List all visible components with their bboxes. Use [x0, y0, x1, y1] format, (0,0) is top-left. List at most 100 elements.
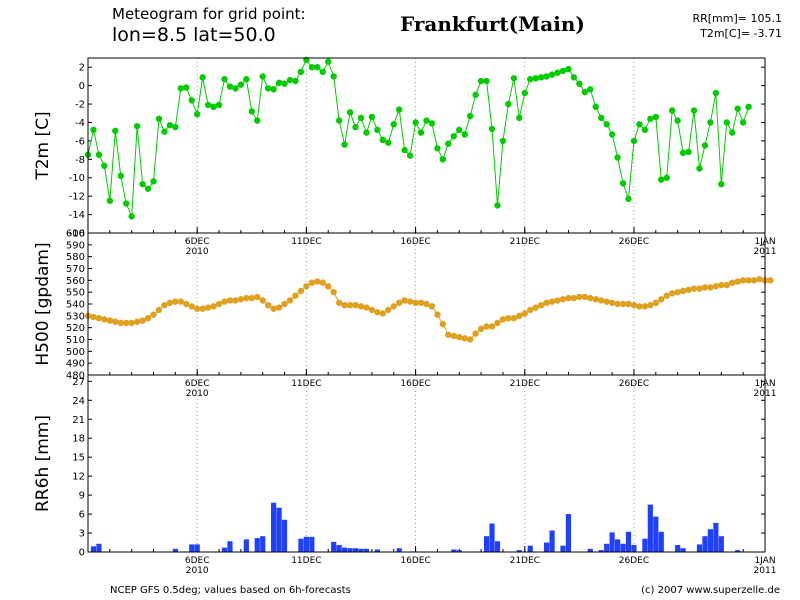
t2m-point	[401, 146, 408, 154]
h500-point	[729, 279, 736, 286]
y-axis-title: H500 [gpdam]	[33, 242, 53, 365]
h500-point	[396, 299, 403, 307]
h500-point	[243, 294, 250, 302]
h500-point	[701, 284, 709, 291]
h500-point	[406, 298, 414, 305]
t2m-point	[406, 152, 414, 159]
h500-point	[734, 278, 741, 285]
h500-point	[472, 330, 479, 337]
h500-point	[630, 301, 638, 309]
t2m-point	[641, 126, 649, 134]
t2m-point	[95, 151, 103, 158]
x-tick-label: 21DEC	[510, 556, 540, 566]
t2m-point	[499, 137, 507, 145]
rr6h-bar	[456, 550, 462, 552]
h500-point	[297, 287, 305, 295]
y-tick-label: -8	[75, 155, 85, 166]
y-tick-label: 490	[66, 359, 85, 370]
y-tick-label: 6	[79, 510, 85, 521]
t2m-point	[679, 149, 687, 157]
rr6h-bar	[544, 542, 550, 552]
y-tick-label: 600	[66, 229, 85, 240]
t2m-point	[101, 162, 108, 169]
t2m-point	[576, 80, 583, 87]
h500-point	[346, 301, 354, 309]
y-tick-label: 510	[66, 335, 85, 346]
h500-point	[123, 319, 130, 327]
t2m-point	[177, 85, 185, 92]
h500-point	[117, 319, 124, 327]
rr6h-bar	[271, 502, 277, 552]
t2m-point	[745, 103, 752, 111]
h500-point	[696, 285, 703, 292]
rr6h-bar	[483, 536, 490, 552]
t2m-point	[308, 64, 316, 71]
t2m-point	[161, 128, 168, 135]
h500-point	[330, 288, 337, 296]
h500-point	[357, 303, 365, 310]
t2m-point	[505, 100, 512, 108]
y-tick-label: 480	[66, 371, 85, 382]
h500-point	[543, 299, 550, 307]
t2m-point	[199, 74, 206, 81]
rr6h-bar	[281, 519, 288, 552]
rr6h-bar	[642, 538, 648, 552]
h500-point	[193, 305, 201, 312]
t2m-point	[270, 86, 277, 93]
h500-point	[516, 312, 523, 320]
rr6h-bar	[363, 548, 370, 552]
t2m-point	[183, 84, 190, 91]
y-tick-label: 590	[66, 240, 85, 251]
rr6h-bar	[90, 546, 97, 552]
t2m-point	[652, 113, 660, 121]
h500-point	[576, 293, 583, 301]
t2m-point	[297, 68, 305, 76]
rr6h-bar	[331, 541, 337, 552]
panel-frame	[87, 374, 766, 553]
copyright-note: (c) 2007 www.superzelle.de	[641, 585, 780, 596]
h500-point	[532, 304, 539, 311]
h500-point	[270, 305, 277, 312]
x-tick-label: 6DEC	[185, 556, 210, 566]
t2m-point	[144, 185, 152, 192]
h500-point	[537, 301, 545, 309]
h500-point	[570, 294, 578, 302]
h500-point	[647, 301, 654, 309]
h500-point	[199, 305, 206, 312]
h500-point	[456, 333, 463, 341]
t2m-point	[658, 176, 665, 183]
t2m-point	[259, 73, 266, 80]
h500-point	[461, 335, 468, 342]
rr6h-bar	[604, 543, 610, 552]
t2m-point	[204, 101, 212, 109]
h500-point	[750, 277, 758, 284]
t2m-point	[516, 114, 523, 122]
t2m-point	[712, 89, 720, 97]
t2m-point	[625, 195, 632, 203]
t2m-point	[112, 127, 119, 134]
t2m-point	[117, 172, 124, 180]
t2m-line	[87, 58, 750, 217]
rr6h-bar	[713, 522, 719, 552]
h500-point	[210, 303, 217, 310]
rr6h-bar	[189, 544, 195, 552]
rr6h-bar	[527, 545, 533, 552]
t2m-point	[210, 103, 217, 111]
y-tick-label: 550	[66, 288, 85, 299]
t2m-point	[139, 180, 146, 188]
rr6h-bar	[718, 536, 724, 552]
t2m-point	[483, 77, 490, 85]
t2m-point	[729, 129, 736, 136]
h500-point	[286, 297, 294, 304]
h500-point	[335, 299, 343, 307]
t2m-point	[254, 117, 261, 124]
h500-point	[450, 332, 457, 340]
h500-point	[248, 294, 255, 302]
t2m-point	[232, 85, 239, 92]
h500-point	[226, 297, 234, 304]
t2m-point	[450, 133, 457, 140]
h500-point	[128, 319, 135, 327]
t2m-point	[155, 115, 163, 122]
t2m-point	[330, 73, 337, 80]
x-tick-label: 16DEC	[400, 556, 430, 566]
